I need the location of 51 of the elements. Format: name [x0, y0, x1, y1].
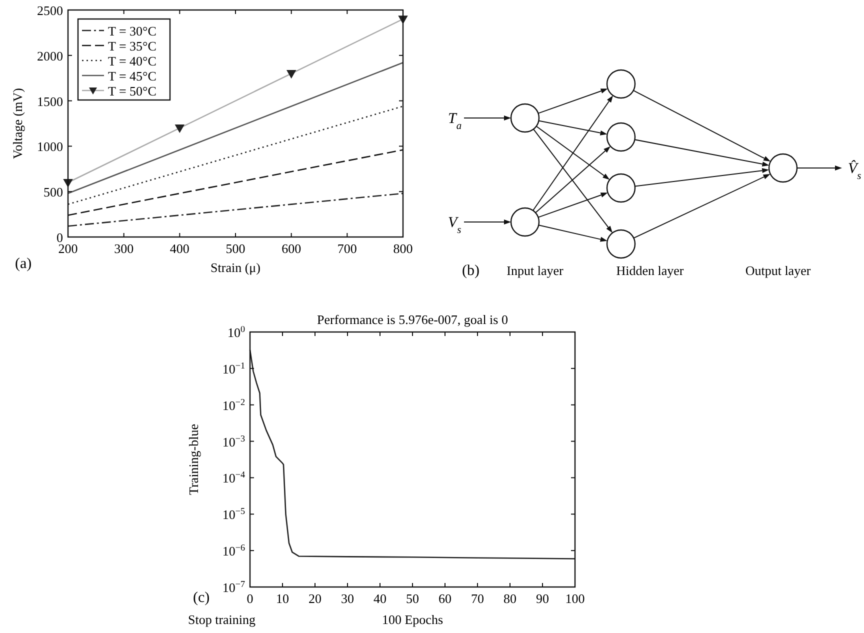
text: V̂$_{s}$ — [848, 160, 862, 182]
text: (b) — [462, 263, 480, 279]
x-tick-label: 10 — [276, 591, 289, 606]
y-tick-label: 10$^{−2}$ — [222, 396, 246, 413]
x-tick-label: 60 — [438, 591, 452, 606]
y-tick-label: 2500 — [37, 3, 63, 18]
y-axis-title: Voltage (mV) — [10, 88, 25, 159]
y-tick-label: 10$^{0}$ — [227, 324, 246, 340]
chart-title: Performance is 5.976e-007, goal is 0 — [317, 312, 508, 327]
y-tick-label: 10$^{−1}$ — [222, 360, 245, 376]
x-tick-label: 20 — [308, 591, 322, 606]
x-axis-title: Strain (μ) — [210, 260, 260, 275]
x-tick-label: 90 — [536, 591, 549, 606]
legend-label: T = 45°C — [108, 68, 156, 84]
line-series — [67, 106, 404, 205]
x-tick-label: 700 — [337, 241, 357, 256]
text: (a) — [15, 256, 32, 272]
y-tick-label: 10$^{−7}$ — [222, 579, 246, 595]
line-series — [67, 192, 404, 227]
x-tick-label: 100 — [565, 591, 585, 606]
y-tick-label: 10$^{−3}$ — [222, 433, 246, 450]
x-tick-label: 600 — [282, 241, 302, 256]
text: T$_{a}$ — [448, 111, 462, 132]
x-tick-label: 50 — [406, 591, 419, 606]
y-tick-label: 10$^{−4}$ — [222, 470, 246, 486]
text: Stop training — [188, 612, 256, 627]
y-axis-title: Training-blue — [186, 424, 201, 496]
legend-label: T = 40°C — [108, 54, 156, 68]
y-tick-label: 10$^{−6}$ — [222, 542, 246, 559]
text: (c) — [193, 590, 210, 606]
x-tick-label: 300 — [114, 241, 134, 256]
y-tick-label: 500 — [44, 184, 63, 200]
x-tick-label: 30 — [341, 591, 354, 606]
legend-label: T = 50°C — [108, 84, 156, 98]
text: Output layer — [745, 263, 812, 278]
text: V$_{s}$ — [448, 215, 462, 236]
y-tick-label: 10$^{−5}$ — [222, 506, 246, 522]
line-series — [249, 349, 576, 560]
y-tick-label: 1500 — [37, 94, 63, 109]
legend-label: T = 35°C — [108, 38, 156, 54]
y-tick-label: 1000 — [37, 139, 63, 154]
x-tick-label: 800 — [393, 241, 413, 256]
x-axis-title: 100 Epochs — [382, 612, 444, 627]
x-tick-label: 40 — [374, 591, 386, 606]
x-tick-label: 70 — [471, 591, 484, 606]
text: Hidden layer — [616, 263, 684, 278]
text: Input layer — [506, 263, 564, 278]
y-tick-label: 2000 — [37, 48, 63, 64]
legend-label: T = 30°C — [108, 24, 156, 38]
x-tick-label: 80 — [504, 591, 516, 606]
x-tick-label: 400 — [170, 241, 190, 256]
